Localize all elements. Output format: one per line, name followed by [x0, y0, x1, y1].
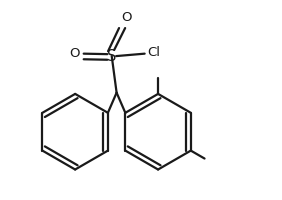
Text: O: O [69, 47, 79, 60]
Text: Cl: Cl [147, 46, 160, 59]
Text: S: S [107, 49, 116, 64]
Text: O: O [121, 11, 132, 24]
